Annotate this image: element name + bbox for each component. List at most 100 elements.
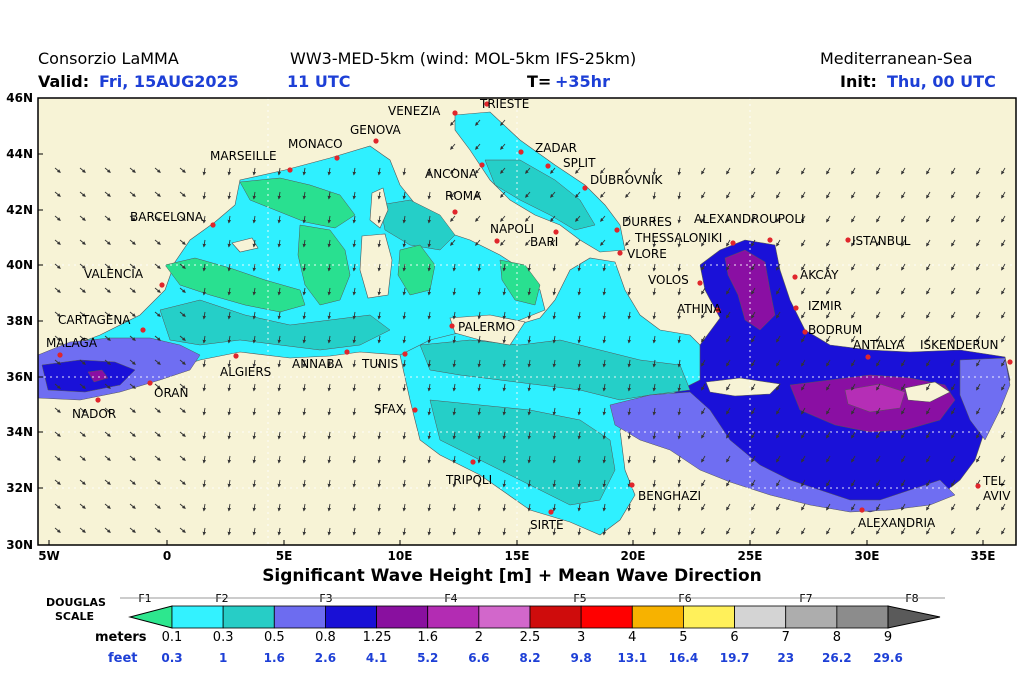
wave-arrow <box>202 239 207 248</box>
wave-arrow <box>54 263 61 269</box>
wave-arrow <box>951 287 956 295</box>
wave-arrow <box>826 407 831 415</box>
longitude-axis: 5W 0 5E 10E 15E 20E 25E 30E 35E <box>38 540 995 560</box>
wave-arrow <box>701 359 706 367</box>
wave-arrow <box>1001 215 1006 223</box>
wave-arrow <box>377 335 382 344</box>
wave-arrow <box>427 335 432 344</box>
wave-arrow <box>129 455 136 461</box>
city-label: MALAGA <box>46 336 98 350</box>
wave-arrow <box>776 191 781 199</box>
wave-arrow <box>450 119 456 126</box>
wave-arrow <box>851 455 856 463</box>
wave-arrow <box>776 311 781 319</box>
wave-arrow <box>452 335 457 344</box>
wave-arrow <box>227 239 232 248</box>
wave-arrow <box>901 527 906 535</box>
lat-tick-label: 44N <box>6 147 33 161</box>
band-125-16-alboran <box>87 369 109 383</box>
wave-arrow <box>826 287 831 295</box>
wave-arrow <box>901 383 906 391</box>
wave-arrow <box>277 335 282 344</box>
legend-feet-value: 8.2 <box>519 651 541 665</box>
wave-arrow <box>427 287 432 296</box>
douglas-force-label: F6 <box>678 592 691 605</box>
wave-arrow <box>951 239 956 247</box>
wave-arrow <box>327 359 332 368</box>
legend-feet-value: 9.8 <box>570 651 592 665</box>
wave-arrow <box>79 431 86 437</box>
wave-arrow <box>577 287 582 296</box>
wave-arrow <box>202 287 207 296</box>
wave-arrow <box>652 359 657 368</box>
wave-arrow <box>701 479 706 487</box>
wave-arrow <box>851 479 856 487</box>
city-label: SIRTE <box>530 518 564 532</box>
wave-arrow <box>302 167 307 176</box>
city-label: THESSALONIKI <box>634 231 722 245</box>
wave-arrow <box>627 287 632 296</box>
wave-arrow <box>327 527 332 536</box>
wave-arrow <box>751 167 756 175</box>
wave-arrow <box>701 431 706 439</box>
wave-arrow <box>1001 431 1006 439</box>
wave-arrow <box>776 335 781 343</box>
wave-arrow <box>202 455 207 464</box>
wave-arrow <box>652 431 657 440</box>
wave-arrow <box>627 335 632 344</box>
douglas-force-label: F3 <box>319 592 332 605</box>
wave-arrow <box>726 359 731 367</box>
wave-arrow <box>352 287 357 296</box>
wave-arrow <box>552 311 557 320</box>
wave-arrow <box>976 455 981 463</box>
wave-arrow <box>876 311 881 319</box>
valid-label: Valid: <box>38 72 90 91</box>
wave-arrow <box>104 407 111 413</box>
wave-arrow <box>79 479 86 485</box>
island-cyprus <box>904 381 951 403</box>
legend-swatch <box>734 605 787 629</box>
wave-arrow <box>154 191 161 197</box>
wave-arrow <box>976 191 981 199</box>
wave-arrow <box>129 287 136 293</box>
wave-arrow <box>826 191 831 199</box>
wave-arrow <box>926 479 931 487</box>
wave-arrow <box>677 503 682 512</box>
wave-arrow <box>502 503 507 512</box>
wave-arrow <box>701 407 706 415</box>
wave-arrow <box>252 359 257 368</box>
lat-tick-label: 36N <box>6 370 33 384</box>
city-marker <box>402 351 408 357</box>
wave-arrow <box>552 359 557 368</box>
wave-arrow <box>627 455 632 464</box>
wave-arrow <box>475 143 481 150</box>
city-marker <box>479 162 485 168</box>
wave-arrow <box>154 167 161 173</box>
wave-arrow <box>776 527 781 535</box>
wave-arrow <box>577 527 582 536</box>
wave-arrow <box>104 359 111 365</box>
wave-arrow <box>926 287 931 295</box>
legend-swatch <box>683 605 735 629</box>
wave-arrow <box>54 191 61 197</box>
forecast-step-label: T= <box>527 72 552 91</box>
wave-arrow <box>450 143 456 150</box>
wave-arrow <box>54 479 61 485</box>
wave-arrow <box>427 479 432 488</box>
wave-arrow <box>951 503 956 511</box>
wave-arrow <box>327 431 332 440</box>
wave-arrow <box>751 359 756 367</box>
wave-arrow <box>277 383 282 392</box>
wave-arrow <box>352 311 357 320</box>
wave-arrow <box>575 167 581 174</box>
island-sardinia <box>359 233 393 299</box>
band-03-05-adriatic <box>484 159 596 231</box>
city-label: NAPOLI <box>490 222 534 236</box>
wave-arrow <box>79 383 86 389</box>
wave-arrow <box>104 527 111 533</box>
wave-arrow <box>202 311 207 320</box>
legend-feet-value: 5.2 <box>417 651 439 665</box>
wave-arrow <box>179 479 186 485</box>
wave-arrow <box>776 263 781 271</box>
header-model: WW3-MED-5km (wind: MOL-5km IFS-25km) <box>290 49 637 68</box>
